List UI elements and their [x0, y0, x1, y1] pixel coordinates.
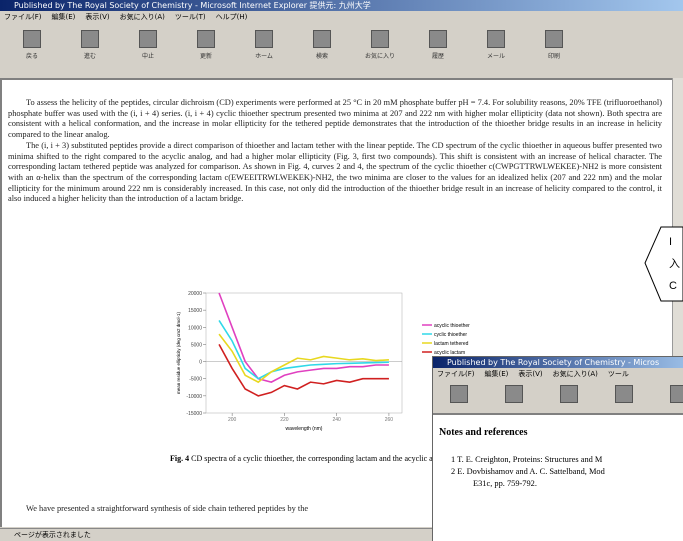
x-tick-label: 260	[385, 417, 394, 423]
callout: I入C	[643, 225, 683, 305]
toolbar-button[interactable]: 中止	[126, 30, 170, 60]
toolbar-button[interactable]: メール	[474, 30, 518, 60]
toolbar-button[interactable]: 検索	[300, 30, 344, 60]
menu-item[interactable]: 表示(V)	[85, 13, 109, 21]
button-icon	[313, 30, 331, 48]
screen: Published by The Royal Society of Chemis…	[0, 0, 683, 541]
button-icon	[450, 385, 468, 403]
x-tick-label: 240	[332, 417, 341, 423]
button-label: 検索	[300, 51, 344, 60]
popup-title-bar: Published by The Royal Society of Chemis…	[433, 357, 683, 368]
legend-label: lactam tethered	[434, 341, 469, 347]
popup-content: Notes and references 1 T. E. Creighton, P…	[433, 413, 683, 541]
menu-item[interactable]: ツール(T)	[175, 13, 206, 21]
y-tick-label: -10000	[186, 394, 202, 400]
button-icon	[615, 385, 633, 403]
figure-caption: Fig. 4 CD spectra of a cyclic thioether,…	[170, 454, 470, 464]
toolbar-button[interactable]: 履歴	[416, 30, 460, 60]
x-tick-label: 200	[228, 417, 237, 423]
toolbar-button[interactable]	[492, 385, 536, 406]
menu-item[interactable]: お気に入り(A)	[553, 370, 598, 378]
button-label: 更新	[184, 51, 228, 60]
toolbar-button[interactable]	[657, 385, 683, 406]
button-icon	[139, 30, 157, 48]
y-tick-label: 0	[199, 360, 202, 366]
button-label: お気に入り	[358, 51, 402, 60]
y-tick-label: 5000	[191, 342, 202, 348]
popup-menu: ファイル(F) 編集(E) 表示(V) お気に入り(A) ツール	[433, 369, 683, 380]
button-label: 履歴	[416, 51, 460, 60]
toolbar-button[interactable]: 進む	[68, 30, 112, 60]
button-label: 戻る	[10, 51, 54, 60]
y-tick-label: 15000	[188, 308, 202, 314]
paragraph: The (i, i + 3) substituted peptides prov…	[8, 141, 662, 205]
legend-label: cyclic thioether	[434, 332, 467, 338]
menu-item[interactable]: 編集(E)	[485, 370, 509, 378]
y-axis-label: mean residue ellipticity (deg cm2 dmol-1…	[176, 311, 181, 394]
button-label: 進む	[68, 51, 112, 60]
button-icon	[371, 30, 389, 48]
callout-text: C	[669, 280, 677, 292]
button-icon	[505, 385, 523, 403]
callout-text: 入	[669, 258, 680, 270]
button-label: 印刷	[532, 51, 576, 60]
button-icon	[429, 30, 447, 48]
menu-item[interactable]: ファイル(F)	[437, 370, 475, 378]
button-icon	[81, 30, 99, 48]
callout-text: I	[669, 236, 672, 248]
x-axis-label: wavelength (nm)	[286, 426, 323, 432]
toolbar-button[interactable]: 戻る	[10, 30, 54, 60]
toolbar-button[interactable]	[437, 385, 481, 406]
caption-text: CD spectra of a cyclic thioether, the co…	[191, 454, 455, 463]
menu-bar: ファイル(F) 編集(E) 表示(V) お気に入り(A) ツール(T) ヘルプ(H)	[0, 12, 683, 23]
button-label: ホーム	[242, 51, 286, 60]
button-label: 中止	[126, 51, 170, 60]
y-tick-label: -5000	[189, 377, 202, 383]
button-icon	[545, 30, 563, 48]
menu-item[interactable]: ヘルプ(H)	[216, 13, 248, 21]
menu-item[interactable]: ツール	[608, 370, 629, 378]
button-icon	[487, 30, 505, 48]
x-tick-label: 220	[280, 417, 289, 423]
title-bar: Published by The Royal Society of Chemis…	[0, 0, 683, 11]
toolbar-button[interactable]: お気に入り	[358, 30, 402, 60]
button-icon	[255, 30, 273, 48]
toolbar-button[interactable]	[602, 385, 646, 406]
reference: E31c, pp. 759-792.	[473, 479, 537, 488]
paragraph: To assess the helicity of the peptides, …	[8, 98, 662, 141]
popup-window: Published by The Royal Society of Chemis…	[432, 356, 683, 541]
menu-item[interactable]: お気に入り(A)	[120, 13, 165, 21]
button-icon	[23, 30, 41, 48]
toolbar-button[interactable]: ホーム	[242, 30, 286, 60]
reference: 1 T. E. Creighton, Proteins: Structures …	[451, 455, 602, 464]
toolbar-button[interactable]: 更新	[184, 30, 228, 60]
menu-item[interactable]: 表示(V)	[518, 370, 542, 378]
menu-item[interactable]: ファイル(F)	[4, 13, 42, 21]
button-label: メール	[474, 51, 518, 60]
article: To assess the helicity of the peptides, …	[8, 98, 662, 205]
legend-label: acyclic thioether	[434, 323, 470, 329]
button-icon	[197, 30, 215, 48]
toolbar-button[interactable]: 印刷	[532, 30, 576, 60]
y-tick-label: 10000	[188, 325, 202, 331]
y-tick-label: -15000	[186, 411, 202, 417]
caption-label: Fig. 4	[170, 454, 189, 463]
reference: 2 E. Dovbishamov and A. C. Sattelband, M…	[451, 467, 605, 476]
y-tick-label: 20000	[188, 291, 202, 297]
button-icon	[670, 385, 683, 403]
toolbar-button[interactable]	[547, 385, 591, 406]
popup-heading: Notes and references	[439, 427, 528, 438]
menu-item[interactable]: 編集(E)	[52, 13, 76, 21]
plot-area	[206, 293, 402, 413]
button-icon	[560, 385, 578, 403]
